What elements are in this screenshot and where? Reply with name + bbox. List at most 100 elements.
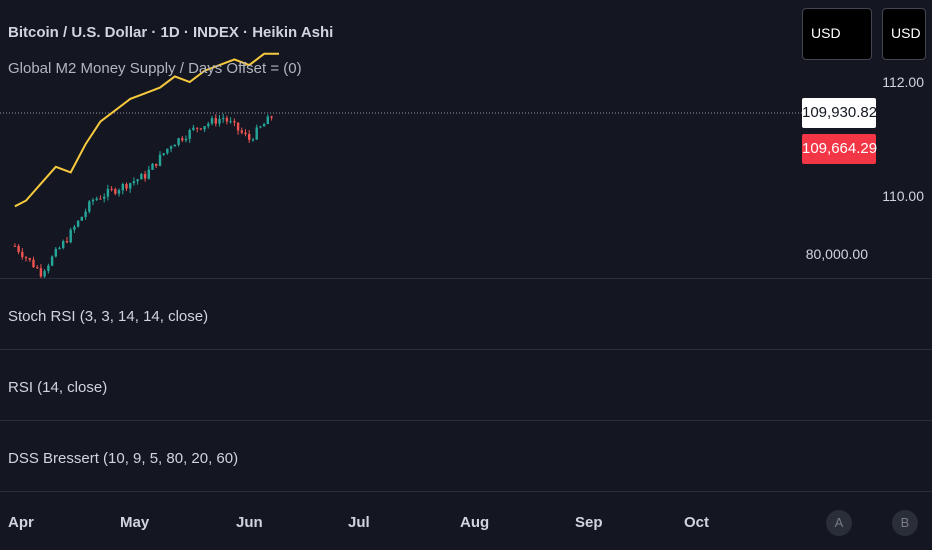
- candle-body: [218, 118, 221, 124]
- candle-body: [140, 173, 143, 180]
- candle-body: [84, 211, 87, 217]
- time-axis-label: May: [120, 514, 150, 531]
- symbol-title[interactable]: Bitcoin / U.S. Dollar · 1D · INDEX · Hei…: [8, 24, 334, 41]
- scale-a-button[interactable]: A: [826, 510, 852, 536]
- time-axis-label: Apr: [8, 514, 34, 531]
- candle-body: [106, 188, 110, 197]
- candle-body: [17, 246, 20, 252]
- candle-body: [91, 199, 95, 202]
- last-price-tag-red: 109,664.29: [802, 134, 877, 164]
- pane-separator: [0, 491, 932, 492]
- candle-body: [50, 256, 54, 266]
- candle-body: [251, 139, 255, 141]
- candle-body: [177, 138, 180, 145]
- candle-body: [244, 132, 247, 134]
- time-axis-label: Oct: [684, 514, 710, 531]
- candle-body: [162, 153, 165, 155]
- candle-body: [207, 123, 210, 127]
- candle-body: [240, 130, 243, 133]
- candle-body: [58, 247, 61, 249]
- candle-body: [129, 183, 132, 189]
- candle-body: [43, 271, 46, 277]
- time-axis-label: Jun: [236, 514, 263, 531]
- price-chart[interactable]: [0, 0, 932, 278]
- time-axis[interactable]: Apr May Jun Jul Aug Sep Oct A B: [0, 492, 932, 550]
- currency-button-left[interactable]: USD: [802, 8, 872, 60]
- candle-body: [54, 248, 57, 257]
- last-price-tag-white: 109,930.82: [802, 98, 877, 128]
- candle-body: [95, 198, 98, 200]
- candle-body: [76, 220, 80, 227]
- candle-body: [28, 258, 31, 260]
- candle-body: [73, 226, 76, 230]
- candle-body: [266, 116, 269, 124]
- candle-body: [132, 181, 136, 184]
- candle-body: [259, 126, 262, 128]
- candle-body: [166, 148, 169, 154]
- price-axis-label: 110.00: [882, 188, 924, 204]
- candle-body: [103, 196, 106, 199]
- candle-body: [24, 257, 28, 259]
- candle-body: [121, 184, 124, 191]
- rsi-label[interactable]: RSI (14, close): [8, 379, 108, 396]
- candle-body: [47, 265, 50, 271]
- candle-body: [151, 163, 154, 170]
- candle-body: [169, 146, 173, 149]
- scale-b-button[interactable]: B: [892, 510, 918, 536]
- candle-body: [143, 173, 147, 179]
- candle-body: [125, 184, 128, 189]
- candle-body: [192, 127, 195, 130]
- candle-body: [155, 163, 158, 166]
- candle-body: [110, 188, 113, 190]
- candle-body: [65, 241, 69, 243]
- candle-body: [147, 169, 150, 179]
- time-axis-label: Aug: [460, 514, 490, 531]
- candle-body: [184, 138, 188, 141]
- candles-group: [13, 113, 273, 278]
- candle-body: [158, 154, 162, 166]
- candle-body: [181, 138, 184, 141]
- candle-body: [199, 128, 203, 130]
- candle-body: [214, 118, 217, 124]
- candle-body: [222, 117, 225, 119]
- candle-body: [21, 251, 24, 258]
- candle-body: [173, 144, 176, 147]
- candle-body: [248, 134, 251, 140]
- time-axis-label: Sep: [575, 514, 603, 531]
- candle-body: [13, 245, 17, 247]
- candle-body: [117, 190, 121, 194]
- candle-body: [270, 116, 273, 118]
- candle-body: [255, 127, 258, 140]
- candle-body: [225, 117, 229, 122]
- candle-body: [236, 122, 240, 131]
- pane-separator[interactable]: [0, 420, 932, 421]
- candle-body: [210, 118, 214, 124]
- candle-body: [203, 126, 206, 130]
- m2-series-line: [14, 52, 279, 208]
- main-chart-pane[interactable]: Bitcoin / U.S. Dollar · 1D · INDEX · Hei…: [0, 0, 932, 278]
- currency-button-right[interactable]: USD: [882, 8, 926, 60]
- candle-body: [188, 130, 191, 139]
- overlay-indicator-label[interactable]: Global M2 Money Supply / Days Offset = (…: [8, 60, 302, 77]
- candle-body: [88, 201, 91, 212]
- candle-body: [39, 268, 43, 277]
- candle-body: [229, 121, 232, 123]
- candle-body: [36, 267, 39, 269]
- stoch-rsi-label[interactable]: Stoch RSI (3, 3, 14, 14, close): [8, 308, 209, 325]
- candle-body: [114, 189, 117, 194]
- dss-bressert-label[interactable]: DSS Bressert (10, 9, 5, 80, 20, 60): [8, 450, 239, 467]
- candle-body: [69, 229, 72, 243]
- candle-body: [99, 198, 102, 200]
- price-axis-label: 80,000.00: [805, 246, 868, 262]
- pane-separator[interactable]: [0, 349, 932, 350]
- price-axis-label: 112.00: [882, 74, 924, 90]
- candle-body: [136, 179, 139, 182]
- candle-body: [233, 121, 236, 123]
- candle-body: [62, 241, 65, 248]
- pane-separator[interactable]: [0, 278, 932, 279]
- candle-body: [32, 259, 35, 268]
- candle-body: [262, 124, 266, 127]
- candle-body: [80, 216, 83, 221]
- candle-body: [196, 127, 199, 129]
- time-axis-label: Jul: [348, 514, 370, 531]
